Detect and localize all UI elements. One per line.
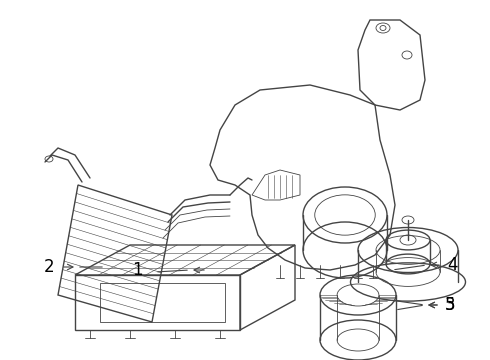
Text: 4: 4 [447,256,457,274]
Text: 3: 3 [445,296,455,314]
Text: 1: 1 [132,261,142,279]
Text: 2: 2 [44,258,54,276]
Text: 5: 5 [445,296,455,314]
